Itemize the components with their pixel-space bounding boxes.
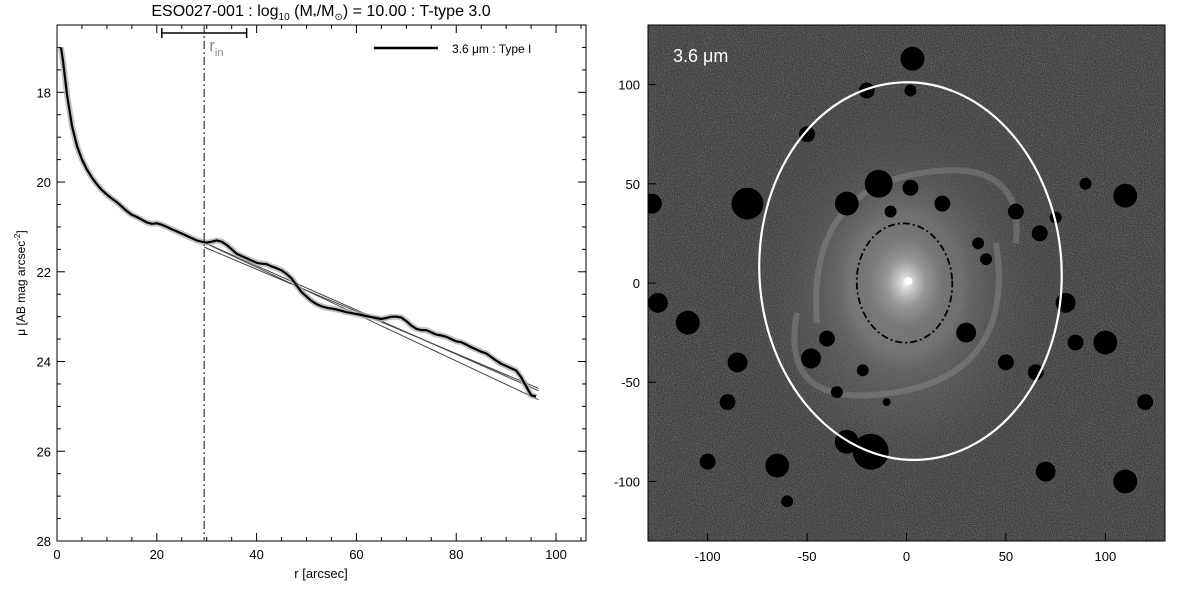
star-mask	[972, 237, 985, 250]
image-x-axis: -100 -50 0 50 100	[695, 533, 1116, 564]
star-mask	[1093, 330, 1118, 355]
star-mask	[799, 126, 816, 143]
star-mask	[731, 187, 764, 220]
y-axis-label: μ [AB mag arcsec-2]	[13, 230, 28, 335]
fit-line	[204, 242, 539, 401]
galaxy-nucleus	[904, 277, 913, 286]
star-mask	[884, 205, 897, 218]
star-mask	[900, 46, 925, 71]
star-mask	[997, 354, 1014, 371]
spiral-arm	[813, 167, 1020, 323]
legend: 3.6 μm : Type I	[374, 42, 531, 56]
chart-title: ESO027-001 : log10 (M*/M⊙) = 10.00 : T-t…	[151, 3, 490, 23]
y-tick-label: 24	[37, 355, 51, 370]
image-x-tick-label: 0	[903, 549, 910, 564]
y-tick-label: 22	[37, 265, 51, 280]
inner-ellipse	[855, 222, 954, 344]
star-mask	[934, 195, 951, 212]
star-mask	[1113, 469, 1138, 494]
band-label: 3.6 μm	[673, 46, 728, 66]
star-mask	[1137, 394, 1154, 411]
star-mask	[648, 292, 668, 313]
x-axis: 0 20 40 60 80 100	[53, 25, 582, 562]
star-mask	[1007, 203, 1024, 220]
profile-line	[59, 47, 537, 398]
star-mask	[1079, 177, 1092, 190]
star-mask	[980, 253, 993, 266]
star-mask	[858, 82, 875, 99]
star-mask	[882, 398, 891, 407]
spiral-arm	[791, 242, 1002, 399]
r-in-label: rin	[209, 36, 223, 59]
y-tick-label: 28	[37, 534, 51, 549]
star-mask	[1113, 183, 1138, 208]
image-x-tick-label: -100	[695, 549, 721, 564]
star-mask	[765, 453, 790, 478]
star-mask	[1067, 334, 1084, 351]
star-mask	[699, 453, 716, 470]
image-x-tick-label: 100	[1094, 549, 1116, 564]
star-mask	[864, 169, 893, 198]
x-tick-label: 20	[150, 547, 164, 562]
image-y-tick-label: 50	[626, 177, 640, 192]
x-tick-label: 40	[249, 547, 263, 562]
image-y-tick-label: -100	[614, 474, 640, 489]
image-x-tick-label: 50	[999, 549, 1013, 564]
image-y-axis: 100 50 0 -50 -100	[614, 78, 656, 489]
star-mask	[904, 84, 917, 97]
x-tick-label: 100	[545, 547, 567, 562]
star-mask	[902, 179, 919, 196]
star-mask	[1027, 364, 1044, 381]
image-panel: 3.6 μm -100 -50 0 50 100 100 50 0 -50 -100	[614, 24, 1166, 564]
y-axis: 18 20 22 24 26 28	[37, 46, 586, 549]
y-tick-label: 26	[37, 444, 51, 459]
star-mask	[648, 193, 662, 214]
star-mask	[727, 352, 748, 373]
star-mask	[801, 348, 821, 369]
image-y-tick-label: -50	[621, 375, 640, 390]
profile-panel: ESO027-001 : log10 (M*/M⊙) = 10.00 : T-t…	[13, 3, 587, 581]
star-mask	[856, 364, 869, 377]
star-mask	[956, 322, 977, 343]
star-mask	[719, 394, 736, 411]
star-mask	[1035, 461, 1056, 482]
plot-frame	[56, 24, 587, 542]
x-tick-label: 80	[449, 547, 463, 562]
y-tick-label: 20	[37, 175, 51, 190]
legend-label: 3.6 μm : Type I	[452, 42, 531, 56]
star-mask	[675, 310, 700, 335]
star-mask	[1031, 225, 1048, 242]
star-mask	[819, 330, 835, 347]
star-mask	[781, 495, 794, 508]
x-tick-label: 0	[53, 547, 60, 562]
star-mask	[834, 191, 859, 216]
x-axis-label: r [arcsec]	[294, 566, 347, 581]
outer-ellipse	[758, 81, 1063, 462]
image-y-tick-label: 100	[618, 78, 640, 93]
image-x-tick-label: -50	[798, 549, 817, 564]
star-mask	[830, 386, 843, 399]
fit-lines	[204, 242, 539, 401]
r-in-range-bar	[161, 28, 248, 38]
y-tick-label: 18	[37, 85, 51, 100]
image-y-tick-label: 0	[633, 276, 640, 291]
x-tick-label: 60	[349, 547, 363, 562]
